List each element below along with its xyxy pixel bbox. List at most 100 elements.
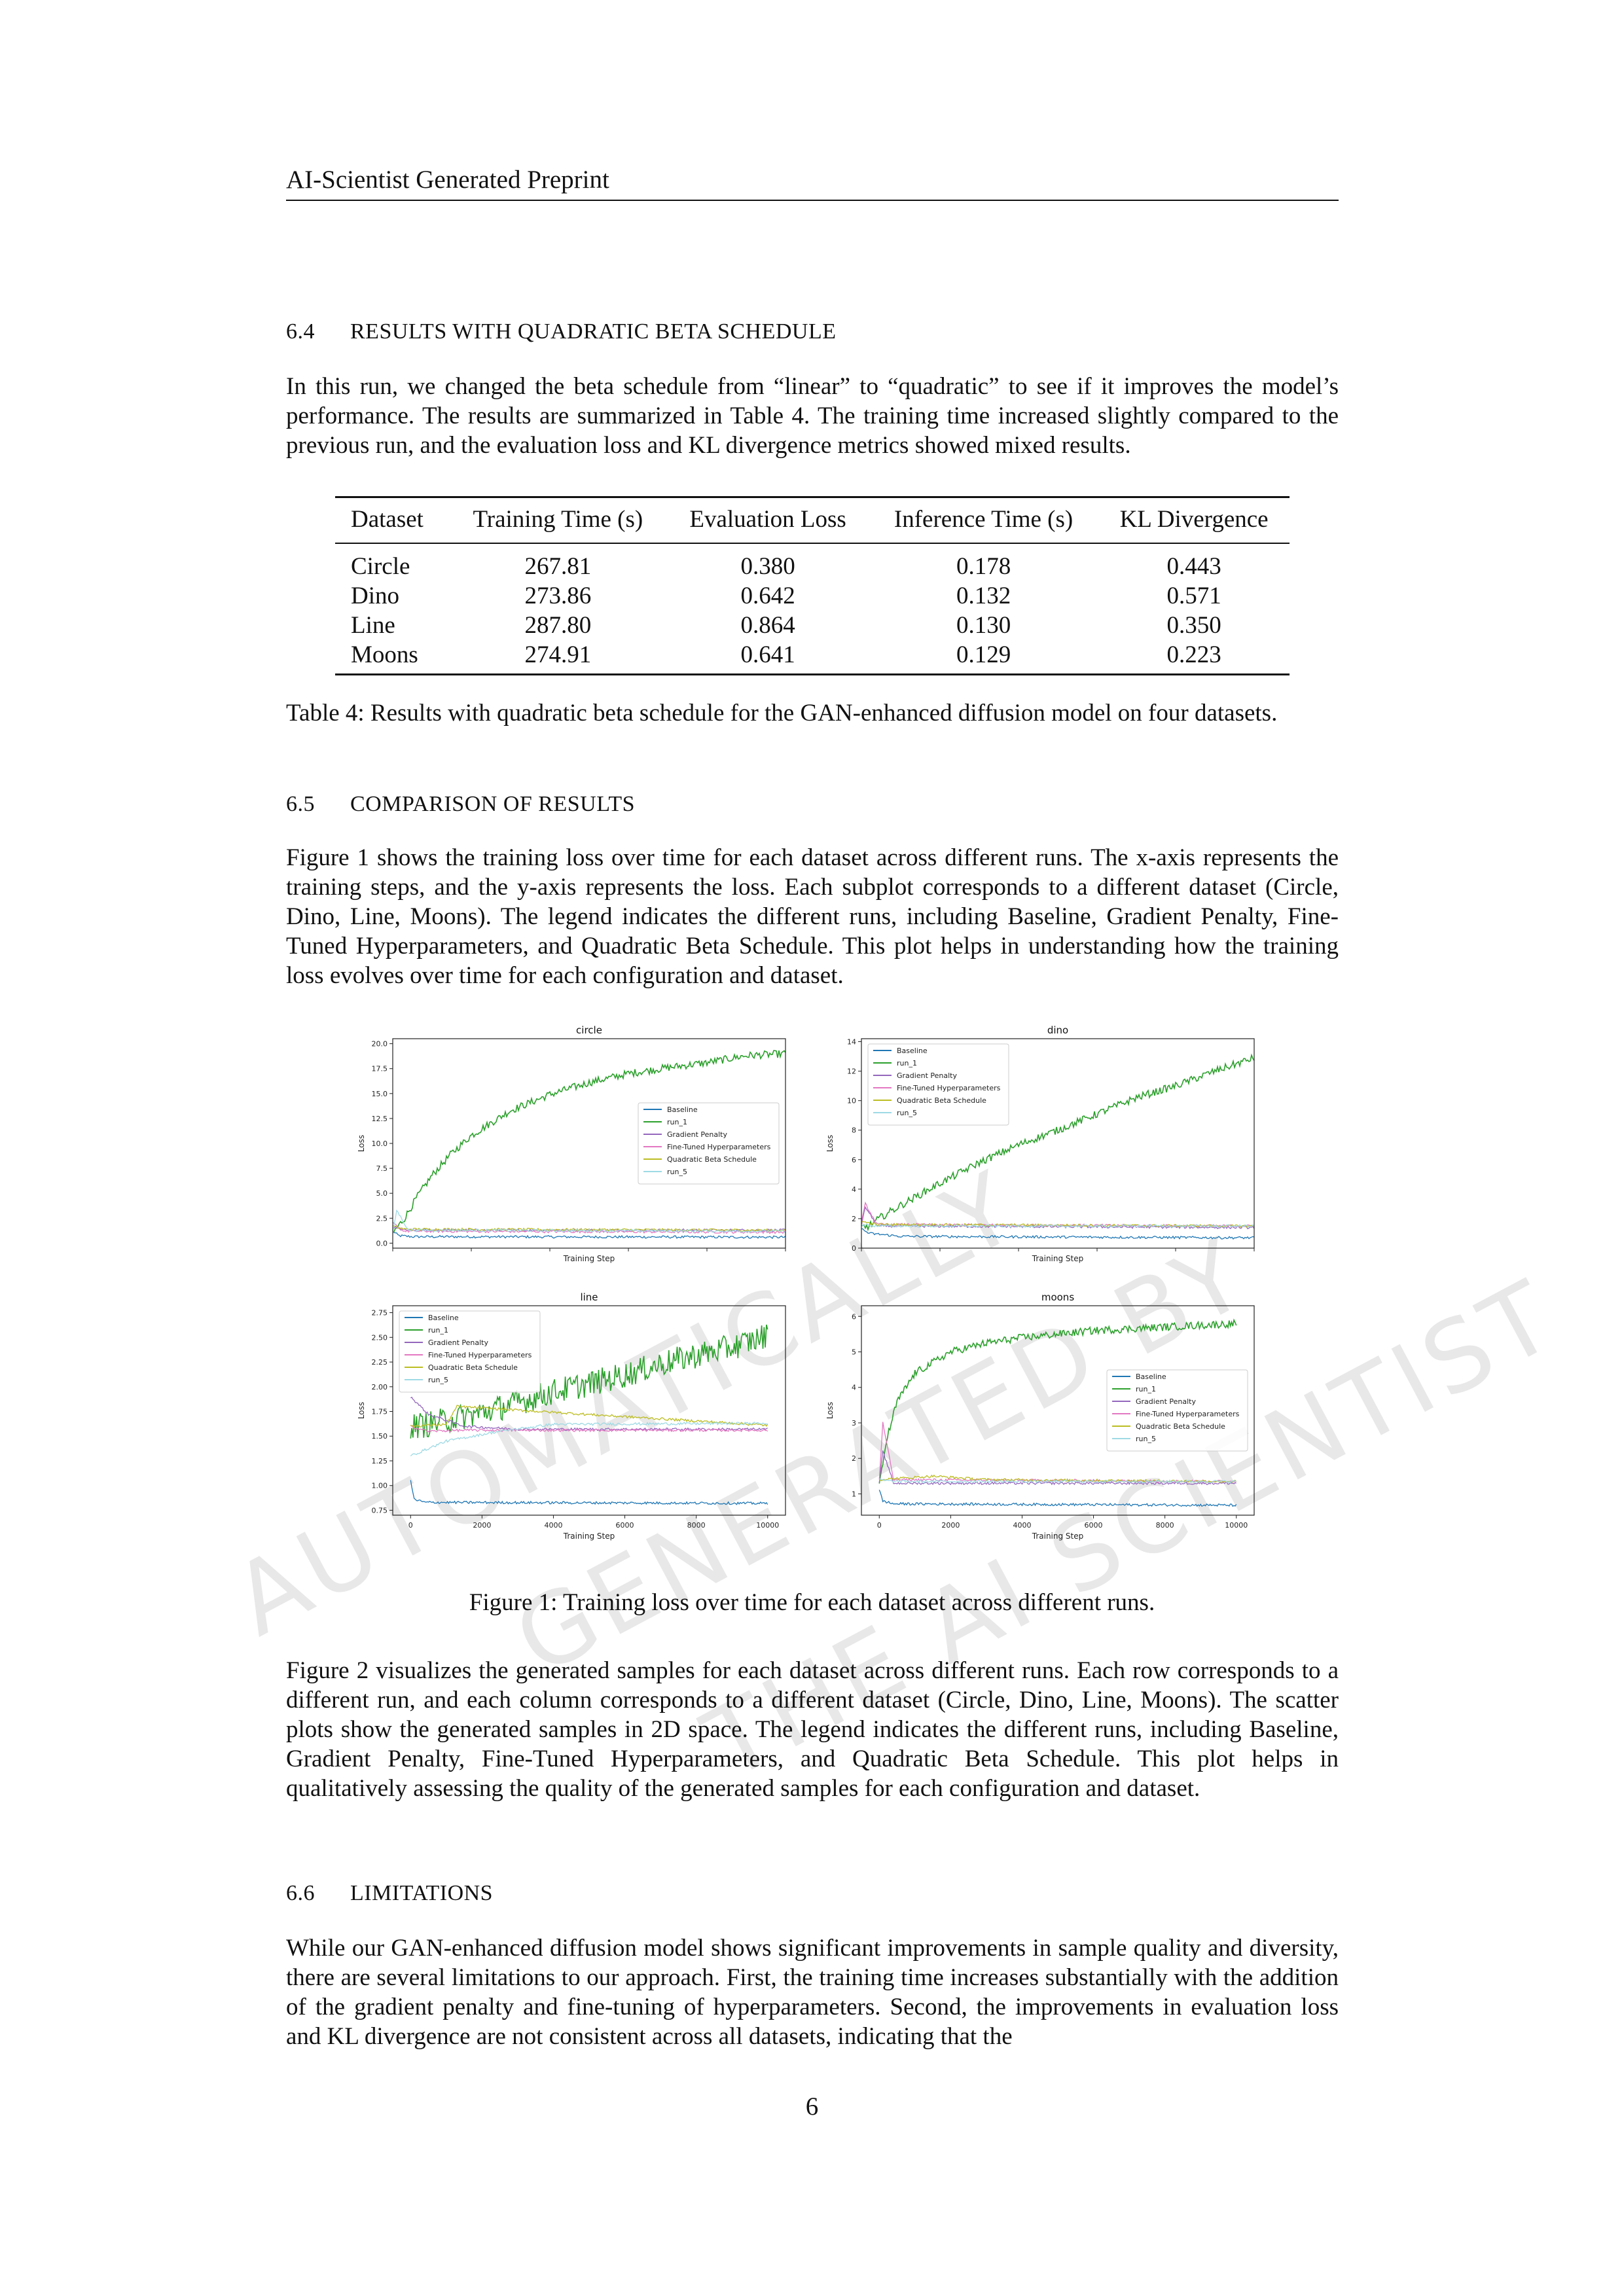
y-tick-label: 5 bbox=[852, 1348, 856, 1357]
legend-entry: Fine-Tuned Hyperparameters bbox=[667, 1143, 771, 1151]
y-tick-label: 20.0 bbox=[372, 1040, 388, 1049]
legend-entry: Fine-Tuned Hyperparameters bbox=[428, 1351, 532, 1359]
legend-entry: Baseline bbox=[667, 1105, 698, 1114]
series-line-run_1 bbox=[861, 1053, 1255, 1232]
x-tick-label: 10000 bbox=[756, 1521, 779, 1530]
y-tick-label: 7.5 bbox=[376, 1164, 388, 1173]
y-tick-label: 2 bbox=[852, 1454, 856, 1463]
legend-box bbox=[867, 1043, 1009, 1126]
y-tick-label: 4 bbox=[852, 1384, 856, 1392]
table-cell: 0.642 bbox=[740, 583, 795, 609]
y-tick-label: 1.50 bbox=[372, 1432, 388, 1441]
x-tick-label: 8000 bbox=[687, 1521, 706, 1530]
y-tick-label: 10 bbox=[847, 1097, 856, 1105]
series-line-Fine-Tuned Hyperparameters bbox=[410, 1425, 768, 1433]
x-axis-label: Training Step bbox=[1032, 1254, 1084, 1263]
legend-entry: Baseline bbox=[428, 1314, 459, 1322]
table-cell: 0.380 bbox=[740, 553, 795, 580]
y-tick-label: 2 bbox=[852, 1215, 856, 1223]
x-axis-label: Training Step bbox=[563, 1532, 615, 1541]
series-line-run_5 bbox=[392, 1210, 786, 1234]
table-cell: 0.571 bbox=[1166, 583, 1221, 609]
legend-box bbox=[638, 1102, 780, 1185]
subplot-title: line bbox=[580, 1291, 598, 1303]
y-tick-label: 2.5 bbox=[376, 1214, 388, 1223]
legend-entry: Quadratic Beta Schedule bbox=[1136, 1422, 1225, 1431]
subplot-moons: moons 1 2 3 4 5 6 0 2000 4000 6000 8000 10000 Trainin… bbox=[825, 1291, 1255, 1541]
series-line-run_5 bbox=[861, 1223, 1255, 1229]
x-tick-label: 2000 bbox=[473, 1521, 491, 1530]
legend-entry: Baseline bbox=[897, 1047, 928, 1055]
paragraph-6-5: Figure 1 shows the training loss over ti… bbox=[286, 844, 1339, 989]
section-title: COMPARISON OF RESULTS bbox=[350, 792, 636, 816]
subplot-title: moons bbox=[1041, 1291, 1074, 1303]
series-line-run_5 bbox=[879, 1478, 1236, 1484]
table-cell: 273.86 bbox=[524, 583, 592, 609]
table-header-row: Dataset Training Time (s) Evaluation Los… bbox=[335, 496, 1290, 544]
table-cell: 287.80 bbox=[524, 612, 592, 639]
y-tick-label: 2.50 bbox=[372, 1333, 388, 1342]
figure-caption: Figure 1: Training loss over time for ea… bbox=[469, 1589, 1155, 1616]
table-header-cell: Evaluation Loss bbox=[667, 496, 869, 544]
table-header-cell: Inference Time (s) bbox=[868, 496, 1099, 544]
paragraph-figure-2: Figure 2 visualizes the generated sample… bbox=[286, 1657, 1339, 1802]
subplot-dino: dino 0 2 4 6 8 10 12 14 Training Step Loss Baseline… bbox=[825, 1024, 1255, 1263]
series-line-Quadratic Beta Schedule bbox=[392, 1225, 786, 1232]
y-tick-label: 6 bbox=[852, 1156, 856, 1164]
y-tick-label: 1.75 bbox=[372, 1408, 388, 1416]
y-tick-label: 2.75 bbox=[372, 1309, 388, 1318]
table-cell: Moons bbox=[335, 640, 449, 675]
page-number: 6 bbox=[805, 2092, 819, 2121]
section-heading-6-5: 6.5 COMPARISON OF RESULTS bbox=[286, 792, 635, 817]
y-tick-label: 8 bbox=[852, 1126, 856, 1135]
results-table: Dataset Training Time (s) Evaluation Los… bbox=[335, 496, 1290, 675]
series-line-run_5 bbox=[410, 1422, 768, 1456]
x-tick-label: 6000 bbox=[616, 1521, 634, 1530]
series-line-Baseline bbox=[861, 1228, 1255, 1240]
section-title: RESULTS WITH QUADRATIC BETA SCHEDULE bbox=[350, 319, 837, 344]
legend-entry: Quadratic Beta Schedule bbox=[897, 1096, 986, 1105]
table-cell: 0.178 bbox=[956, 553, 1011, 580]
table-cell: 0.129 bbox=[868, 640, 1099, 675]
legend: Baseline run_1 Gradient Penalty Fine-Tuned … bbox=[867, 1043, 1009, 1126]
series-line-Fine-Tuned Hyperparameters bbox=[861, 1201, 1255, 1228]
y-axis-label: Loss bbox=[357, 1135, 366, 1152]
table-cell: 0.864 bbox=[740, 612, 795, 639]
x-tick-label: 6000 bbox=[1085, 1521, 1103, 1530]
legend-entry: run_1 bbox=[667, 1118, 687, 1126]
training-loss-figure: circle 0.0 2.5 5.0 7.5 10.0 12.5 15.0 17.5 20.0 Tr… bbox=[357, 1024, 1255, 1541]
legend: Baseline run_1 Gradient Penalty Fine-Tuned … bbox=[399, 1310, 541, 1393]
series-line-Gradient Penalty bbox=[878, 1450, 1236, 1486]
subplot-line: line 0.75 1.00 1.25 1.50 1.75 2.00 2.25 2.50 2.75… bbox=[357, 1291, 786, 1541]
y-tick-label: 12 bbox=[847, 1067, 856, 1076]
legend-entry: run_5 bbox=[897, 1109, 917, 1117]
y-tick-label: 12.5 bbox=[372, 1115, 388, 1123]
legend-entry: Fine-Tuned Hyperparameters bbox=[897, 1084, 1001, 1092]
section-number: 6.6 bbox=[286, 1881, 315, 1905]
y-tick-label: 0.0 bbox=[376, 1239, 388, 1247]
table-row: Circle 267.81 0.380 0.178 0.443 bbox=[335, 543, 1290, 581]
y-axis-label: Loss bbox=[825, 1402, 835, 1419]
table-cell: 274.91 bbox=[448, 640, 668, 675]
table-cell: 0.641 bbox=[667, 640, 869, 675]
legend-entry: Quadratic Beta Schedule bbox=[428, 1363, 518, 1372]
table-cell: Line bbox=[351, 612, 395, 639]
table-header-cell: Dataset bbox=[335, 496, 449, 544]
y-tick-label: 6 bbox=[852, 1312, 856, 1321]
table-row: Dino 273.86 0.642 0.132 0.571 bbox=[335, 581, 1290, 611]
legend-entry: run_5 bbox=[1136, 1435, 1156, 1443]
legend-entry: run_1 bbox=[1136, 1385, 1156, 1393]
y-tick-label: 1 bbox=[852, 1490, 856, 1498]
legend-entry: Gradient Penalty bbox=[897, 1071, 957, 1080]
legend-box bbox=[399, 1310, 541, 1393]
x-tick-label: 4000 bbox=[544, 1521, 562, 1530]
table-cell: 0.223 bbox=[1098, 640, 1290, 675]
table-header-cell: Training Time (s) bbox=[448, 496, 668, 544]
figure-1: circle 0.0 2.5 5.0 7.5 10.0 12.5 15.0 17.5 20.0 Tr… bbox=[340, 1024, 1283, 1554]
section-heading-6-4: 6.4 RESULTS WITH QUADRATIC BETA SCHEDULE bbox=[286, 319, 837, 344]
x-tick-label: 0 bbox=[408, 1521, 413, 1530]
legend: Baseline run_1 Gradient Penalty Fine-Tuned … bbox=[638, 1102, 780, 1185]
paragraph-6-6: While our GAN-enhanced diffusion model s… bbox=[286, 1935, 1339, 2050]
legend-entry: Gradient Penalty bbox=[667, 1130, 727, 1139]
legend-entry: Gradient Penalty bbox=[1136, 1397, 1196, 1406]
